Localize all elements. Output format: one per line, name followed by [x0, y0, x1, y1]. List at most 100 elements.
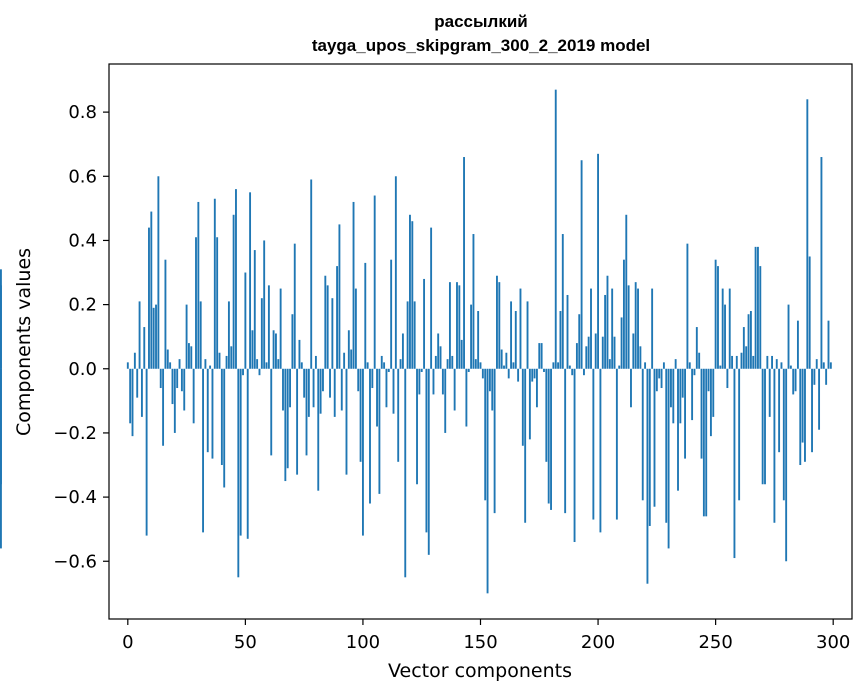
- bar: [648, 368, 651, 526]
- bar: [282, 368, 284, 411]
- bar: [401, 333, 404, 369]
- bar: [338, 224, 341, 369]
- bar: [496, 275, 498, 369]
- bar: [441, 368, 444, 395]
- bar: [319, 368, 322, 414]
- bar: [244, 272, 247, 369]
- bar: [679, 368, 682, 424]
- bar: [493, 368, 496, 514]
- bar: [220, 368, 223, 466]
- bar: [662, 362, 665, 369]
- bar: [486, 368, 489, 594]
- bar: [425, 368, 428, 533]
- bar: [580, 160, 583, 369]
- bar: [592, 368, 595, 520]
- bar: [829, 362, 832, 369]
- bar: [641, 368, 644, 501]
- bar: [390, 259, 393, 369]
- bar: [333, 368, 336, 417]
- bar: [286, 368, 289, 469]
- bar: [373, 195, 376, 369]
- bar: [514, 311, 517, 369]
- bar: [225, 355, 228, 369]
- bar: [695, 327, 698, 369]
- bar: [630, 368, 632, 408]
- bar: [775, 359, 778, 369]
- bar: [434, 355, 437, 369]
- bar: [129, 368, 132, 424]
- bar: [505, 352, 508, 369]
- bar: [543, 368, 545, 372]
- bar: [519, 288, 522, 369]
- bar: [481, 368, 484, 379]
- bar: [806, 99, 809, 369]
- bar: [627, 285, 630, 369]
- bar: [674, 359, 677, 369]
- bar: [298, 339, 301, 369]
- bar: [317, 368, 320, 491]
- bar: [782, 368, 785, 501]
- bar: [237, 368, 240, 578]
- bar: [230, 346, 233, 369]
- bar: [430, 227, 433, 369]
- bar: [585, 346, 588, 369]
- bar: [667, 368, 670, 549]
- bar: [383, 362, 386, 369]
- bar: [804, 368, 806, 462]
- bar: [246, 368, 249, 539]
- bar: [218, 352, 221, 369]
- bar: [785, 368, 788, 562]
- bar: [742, 327, 745, 369]
- bar: [190, 346, 193, 369]
- y-tick-label: −0.4: [53, 487, 97, 508]
- bar: [587, 336, 590, 369]
- bar: [270, 368, 273, 456]
- bar: [310, 179, 313, 369]
- bar: [463, 157, 465, 369]
- bar: [197, 201, 200, 369]
- bar: [738, 368, 741, 501]
- bar: [604, 294, 607, 369]
- x-tick-label: 250: [698, 632, 732, 653]
- bar: [354, 288, 357, 369]
- bar: [183, 368, 186, 411]
- bar: [601, 336, 604, 369]
- bar: [721, 288, 724, 369]
- bar: [444, 368, 447, 433]
- bar: [307, 368, 310, 417]
- bar: [133, 352, 136, 369]
- bar: [606, 275, 609, 369]
- bar: [815, 359, 818, 369]
- bar: [681, 368, 684, 398]
- bar: [253, 250, 256, 369]
- bar: [406, 301, 409, 369]
- bar: [249, 192, 252, 369]
- bar: [531, 368, 534, 382]
- bar: [211, 368, 214, 459]
- y-tick-label: 0.6: [68, 166, 97, 187]
- bar: [749, 311, 752, 369]
- bar: [169, 362, 172, 369]
- bar: [702, 368, 705, 517]
- bar: [717, 266, 719, 369]
- bar: [622, 259, 625, 369]
- bar: [159, 368, 162, 389]
- bar: [470, 304, 473, 369]
- bar: [474, 359, 477, 369]
- bar: [752, 355, 755, 369]
- x-tick-label: 200: [581, 632, 615, 653]
- bar: [512, 362, 515, 369]
- bar: [545, 368, 548, 462]
- x-tick-label: 150: [463, 632, 497, 653]
- bar: [303, 368, 306, 398]
- bar: [453, 368, 456, 411]
- bar: [164, 259, 167, 369]
- bar: [820, 157, 823, 369]
- bar: [573, 368, 576, 543]
- bar: [242, 368, 244, 376]
- bar: [691, 368, 694, 421]
- bar: [559, 311, 562, 369]
- bar: [557, 362, 560, 369]
- bar: [213, 198, 216, 369]
- bar: [126, 362, 129, 369]
